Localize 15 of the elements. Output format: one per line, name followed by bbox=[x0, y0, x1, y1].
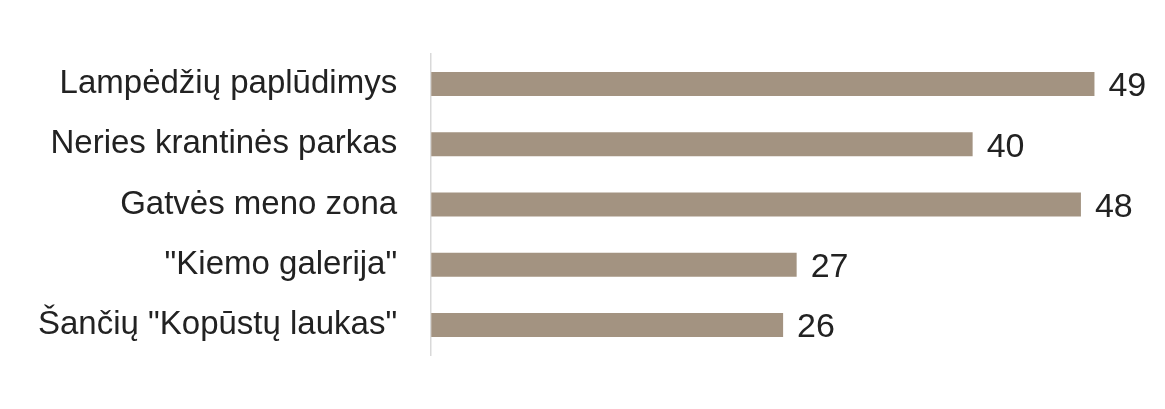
data-label: 49 bbox=[1108, 65, 1147, 104]
y-tick-label: "Kiemo galerija" bbox=[164, 243, 398, 281]
data-label: 40 bbox=[986, 125, 1025, 164]
bar bbox=[431, 252, 797, 277]
bar bbox=[431, 192, 1081, 217]
data-label: 26 bbox=[797, 306, 835, 345]
data-label: 27 bbox=[810, 246, 849, 285]
bar bbox=[431, 132, 973, 157]
y-tick-label: Gatvės meno zona bbox=[120, 183, 398, 221]
y-tick-label: Lampėdžių paplūdimys bbox=[59, 63, 398, 101]
bar bbox=[431, 313, 784, 338]
y-tick-label: Neries krantinės parkas bbox=[50, 123, 398, 161]
data-label: 48 bbox=[1094, 185, 1133, 224]
y-tick-label: Šančių "Kopūstų laukas" bbox=[37, 304, 398, 342]
bar bbox=[431, 71, 1095, 96]
